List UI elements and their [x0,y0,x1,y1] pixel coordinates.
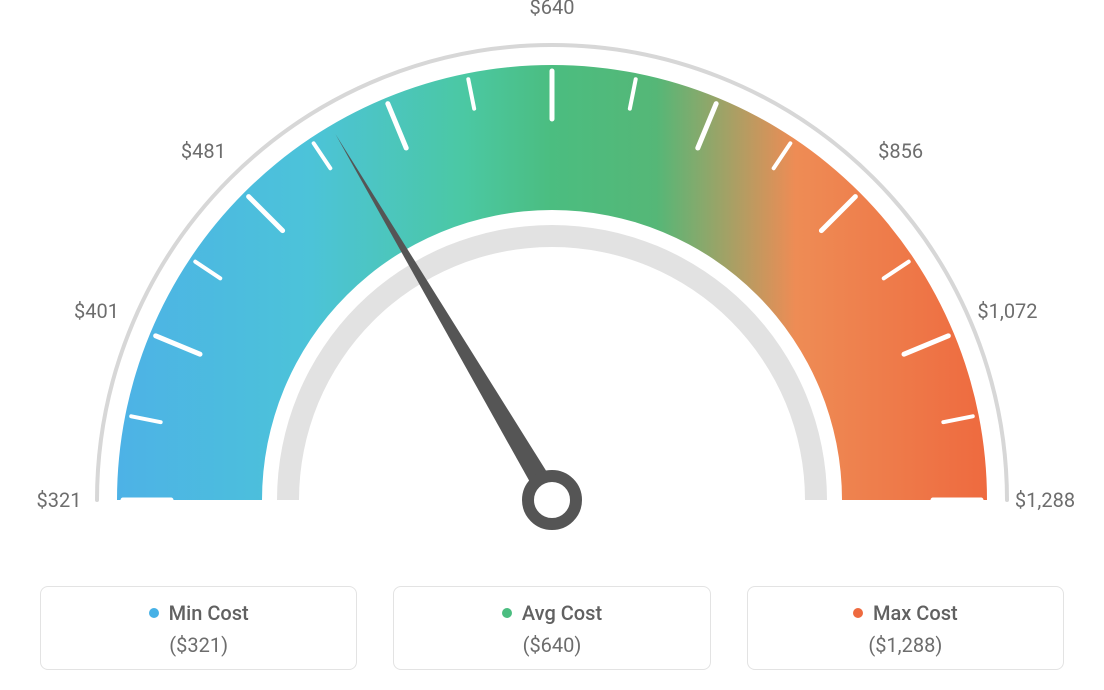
scale-label: $1,288 [1015,488,1075,512]
legend-row: Min Cost ($321) Avg Cost ($640) Max Cost… [0,586,1104,670]
min-dot-icon [149,608,159,618]
scale-label: $401 [74,299,119,323]
max-dot-icon [853,608,863,618]
cost-gauge-widget: { "gauge": { "type": "gauge", "min_value… [0,0,1104,690]
scale-label: $640 [530,0,575,19]
avg-cost-card: Avg Cost ($640) [393,586,710,670]
max-label: Max Cost [873,601,958,625]
gauge-area: $321 $401 $481 $640 $856 $1,072 $1,288 [0,0,1104,560]
scale-label: $856 [878,139,923,163]
avg-value: ($640) [404,633,699,657]
gauge-svg [0,0,1104,560]
scale-label: $321 [37,488,82,512]
scale-label: $1,072 [977,299,1037,323]
max-value: ($1,288) [758,633,1053,657]
scale-label: $481 [181,139,226,163]
max-cost-card: Max Cost ($1,288) [747,586,1064,670]
min-value: ($321) [51,633,346,657]
avg-dot-icon [502,608,512,618]
avg-label: Avg Cost [522,601,602,625]
min-label: Min Cost [169,601,249,625]
min-cost-card: Min Cost ($321) [40,586,357,670]
